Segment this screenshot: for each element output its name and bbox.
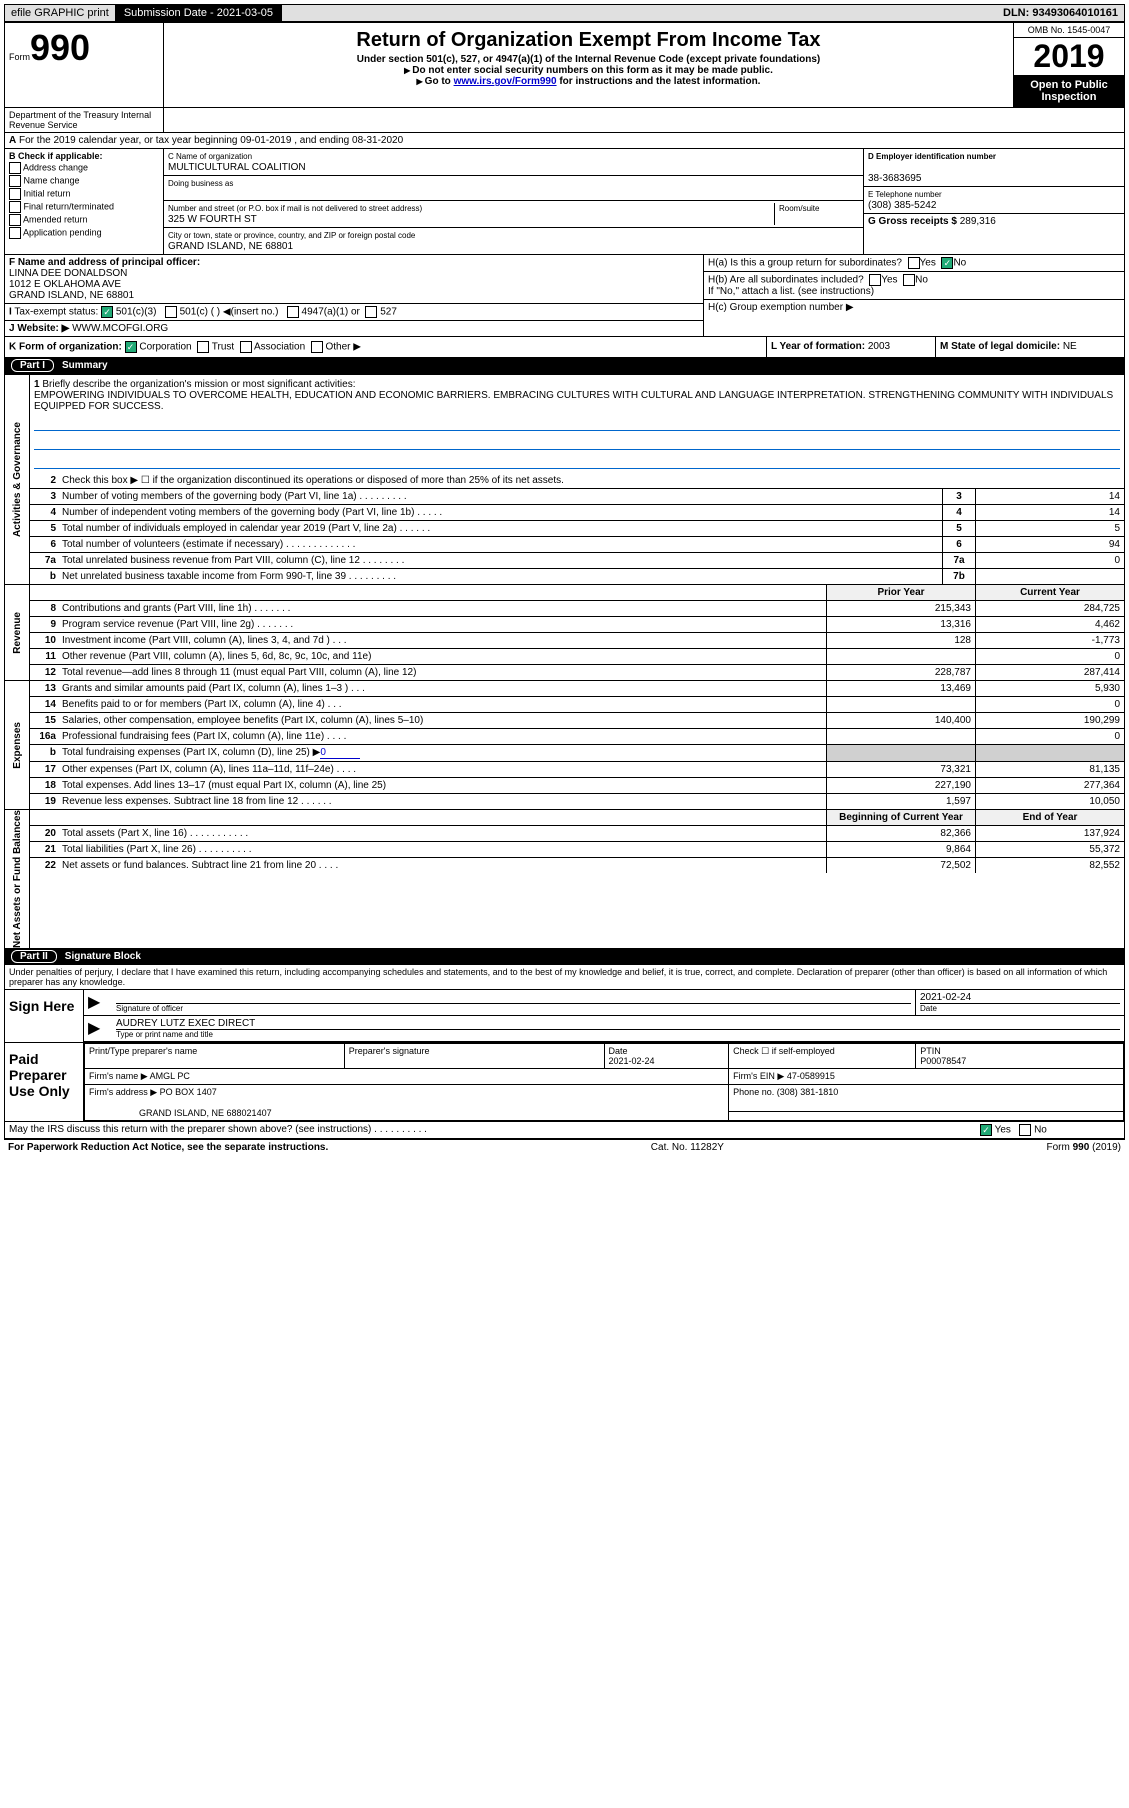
cb-ha-no[interactable]: ✓ [941, 257, 953, 269]
cb-other[interactable] [311, 341, 323, 353]
cb-527[interactable] [365, 306, 377, 318]
box-hc: H(c) Group exemption number ▶ [704, 300, 1124, 315]
strip-revenue: Revenue [5, 585, 30, 680]
cb-trust[interactable] [197, 341, 209, 353]
v7b [975, 569, 1124, 584]
officer-signature[interactable]: Signature of officer [112, 990, 915, 1015]
v4: 14 [975, 505, 1124, 520]
sig-arrow-icon: ▶ [84, 1016, 112, 1041]
strip-expenses: Expenses [5, 681, 30, 809]
part1-header: Part I Summary [5, 357, 1124, 374]
officer-name: AUDREY LUTZ EXEC DIRECTType or print nam… [112, 1016, 1124, 1041]
box-b: B Check if applicable: Address change Na… [5, 149, 164, 254]
firm-ein: 47-0589915 [787, 1071, 835, 1081]
subtitle-3: Go to www.irs.gov/Form990 for instructio… [168, 76, 1009, 87]
open-public-badge: Open to Public Inspection [1014, 75, 1124, 107]
line-a: A For the 2019 calendar year, or tax yea… [5, 132, 1124, 148]
v7a: 0 [975, 553, 1124, 568]
v5: 5 [975, 521, 1124, 536]
org-name: MULTICULTURAL COALITION [168, 162, 306, 173]
cb-amended[interactable]: Amended return [9, 214, 159, 226]
box-l: L Year of formation: 2003 [766, 337, 935, 357]
omb-number: OMB No. 1545-0047 [1014, 23, 1124, 38]
firm-name: AMGL PC [150, 1071, 190, 1081]
website: WWW.MCOFGI.ORG [72, 323, 168, 334]
city: GRAND ISLAND, NE 68801 [168, 241, 293, 252]
subtitle-1: Under section 501(c), 527, or 4947(a)(1)… [168, 54, 1009, 65]
box-k: K Form of organization: ✓ Corporation Tr… [5, 337, 766, 357]
cb-address-change[interactable]: Address change [9, 162, 159, 174]
telephone: (308) 385-5242 [868, 200, 936, 211]
irs-link[interactable]: www.irs.gov/Form990 [454, 76, 557, 87]
department-label: Department of the Treasury Internal Reve… [5, 108, 164, 132]
cb-name-change[interactable]: Name change [9, 175, 159, 187]
page-footer: For Paperwork Reduction Act Notice, see … [4, 1139, 1125, 1155]
cb-discuss-no[interactable] [1019, 1124, 1031, 1136]
submission-date-btn[interactable]: Submission Date - 2021-03-05 [116, 5, 282, 21]
cb-501c[interactable] [165, 306, 177, 318]
cb-discuss-yes[interactable]: ✓ [980, 1124, 992, 1136]
firm-phone: (308) 381-1810 [777, 1087, 839, 1097]
paid-preparer-label: Paid Preparer Use Only [5, 1043, 84, 1121]
ptin: P00078547 [920, 1056, 966, 1066]
cb-ha-yes[interactable] [908, 257, 920, 269]
tax-year: 2019 [1014, 38, 1124, 75]
cb-initial-return[interactable]: Initial return [9, 188, 159, 200]
v3: 14 [975, 489, 1124, 504]
ein: 38-3683695 [868, 173, 921, 184]
mission-text: EMPOWERING INDIVIDUALS TO OVERCOME HEALT… [34, 390, 1113, 412]
cb-4947[interactable] [287, 306, 299, 318]
cb-assoc[interactable] [240, 341, 252, 353]
v6: 94 [975, 537, 1124, 552]
discuss-question: May the IRS discuss this return with the… [5, 1122, 976, 1138]
year-box: OMB No. 1545-0047 2019 Open to Public In… [1013, 23, 1124, 107]
part2-header: Part II Signature Block [5, 948, 1124, 965]
box-d-e-g: D Employer identification number 38-3683… [863, 149, 1124, 254]
box-j: J Website: ▶ WWW.MCOFGI.ORG [5, 321, 703, 336]
form-number-box: Form990 [5, 23, 164, 107]
box-f: F Name and address of principal officer:… [5, 255, 703, 304]
box-hb: H(b) Are all subordinates included? Yes … [704, 272, 1124, 300]
form-container: Form990 Return of Organization Exempt Fr… [4, 22, 1125, 1139]
strip-netassets: Net Assets or Fund Balances [5, 810, 30, 948]
cb-final-return[interactable]: Final return/terminated [9, 201, 159, 213]
dln: DLN: 93493064010161 [997, 5, 1124, 21]
preparer-table: Print/Type preparer's name Preparer's si… [84, 1043, 1124, 1121]
box-m: M State of legal domicile: NE [935, 337, 1124, 357]
title-box: Return of Organization Exempt From Incom… [164, 23, 1013, 107]
street: 325 W FOURTH ST [168, 214, 257, 225]
strip-activities: Activities & Governance [5, 375, 30, 584]
cb-hb-yes[interactable] [869, 274, 881, 286]
cb-corp[interactable]: ✓ [125, 341, 137, 353]
gross-receipts: 289,316 [960, 216, 996, 227]
cb-hb-no[interactable] [903, 274, 915, 286]
subtitle-2: Do not enter social security numbers on … [168, 65, 1009, 76]
box-c: C Name of organization MULTICULTURAL COA… [164, 149, 863, 254]
penalty-text: Under penalties of perjury, I declare th… [5, 965, 1124, 989]
sign-date: 2021-02-24Date [915, 990, 1124, 1015]
cb-application[interactable]: Application pending [9, 227, 159, 239]
box-i: I Tax-exempt status: ✓ 501(c)(3) 501(c) … [5, 304, 703, 321]
sig-arrow-icon: ▶ [84, 990, 112, 1015]
box-ha: H(a) Is this a group return for subordin… [704, 255, 1124, 272]
form-title: Return of Organization Exempt From Incom… [168, 29, 1009, 52]
sign-here-label: Sign Here [5, 990, 84, 1042]
efile-label: efile GRAPHIC print [5, 5, 116, 21]
cb-501c3[interactable]: ✓ [101, 306, 113, 318]
line-1: 1 Briefly describe the organization's mi… [30, 375, 1124, 473]
topbar: efile GRAPHIC print Submission Date - 20… [4, 4, 1125, 22]
